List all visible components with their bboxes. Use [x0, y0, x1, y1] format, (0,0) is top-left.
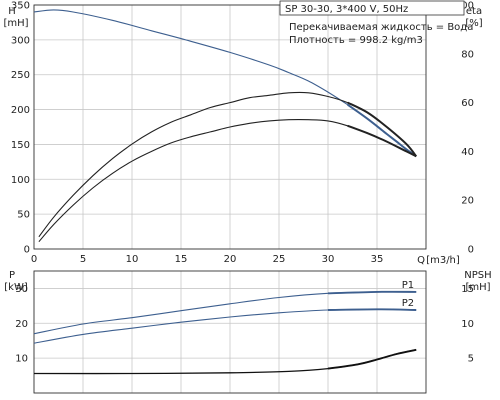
- npsh-tick-label: 15: [461, 284, 474, 295]
- npsh-axis-unit: [mH]: [465, 282, 490, 293]
- bottom-plot-frame: [33, 270, 427, 394]
- top-chart: 0 5 10 15 20 25 30 3505010015020025030035002040…: [3, 1, 482, 267]
- bottom-axis-labels: 10 20 30 5 10 15 P[kW] NPSH[mH] P1 P2: [4, 270, 491, 365]
- p-tick-label: 30: [15, 284, 28, 295]
- q-axis-unit: [m3/h]: [426, 255, 460, 266]
- bottom-series-line-2: [33, 349, 417, 375]
- density-label: Плотность = 998.2 kg/m3: [289, 35, 423, 46]
- x-tick-label: 25: [273, 254, 286, 265]
- h-axis-name: H: [8, 6, 16, 17]
- eta-tick-label: 80: [461, 49, 474, 60]
- series-label-p1: P1: [402, 280, 414, 291]
- p-axis-name: P: [9, 270, 15, 281]
- npsh-tick-label: 10: [461, 319, 474, 330]
- x-tick-label: 0: [31, 254, 37, 265]
- bottom-chart: 10 20 30 5 10 15 P[kW] NPSH[mH] P1 P2: [4, 270, 492, 394]
- top-series-duty-segment-0: [347, 103, 417, 158]
- p-tick-label: 20: [15, 319, 28, 330]
- eta-tick-label: 100: [455, 1, 474, 12]
- eta-tick-label: 0: [468, 245, 474, 256]
- h-tick-label: 50: [17, 210, 30, 221]
- bottom-series-duty-segment-2: [327, 348, 417, 370]
- h-tick-label: 0: [24, 245, 30, 256]
- h-tick-label: 200: [11, 105, 30, 116]
- eta-tick-label: 60: [461, 98, 474, 109]
- x-tick-label: 35: [371, 254, 384, 265]
- top-axis-labels: 0 5 10 15 20 25 30 3505010015020025030035002040…: [3, 1, 482, 267]
- q-axis-name: Q: [417, 255, 425, 266]
- top-series-line-2: [38, 119, 417, 243]
- h-axis-unit: [mH]: [3, 18, 28, 29]
- bottom-grid: [33, 271, 426, 394]
- pump-model-label: SP 30-30, 3*400 V, 50Hz: [285, 4, 408, 15]
- x-tick-label: 30: [322, 254, 335, 265]
- h-tick-label: 300: [11, 35, 30, 46]
- fluid-label: Перекачиваемая жидкость = Вода: [289, 22, 473, 33]
- h-tick-label: 250: [11, 70, 30, 81]
- top-series-duty-segment-1: [347, 101, 418, 157]
- eta-axis-unit: [%]: [465, 18, 482, 29]
- pump-model-box: [279, 0, 465, 16]
- eta-axis-name: eta: [466, 6, 482, 17]
- h-tick-label: 350: [11, 1, 30, 12]
- eta-tick-label: 40: [461, 147, 474, 158]
- p-tick-label: 10: [15, 354, 28, 365]
- x-tick-label: 20: [224, 254, 237, 265]
- bottom-series-duty-segment-0: [327, 290, 417, 295]
- top-series: [33, 9, 418, 243]
- x-tick-label: 10: [126, 254, 139, 265]
- h-tick-label: 150: [11, 140, 30, 151]
- eta-tick-label: 20: [461, 196, 474, 207]
- npsh-axis-name: NPSH: [464, 270, 491, 281]
- bottom-series: [33, 290, 417, 375]
- top-plot-frame: [33, 4, 427, 250]
- bottom-series-duty-segment-1: [327, 308, 417, 311]
- x-tick-label: 5: [80, 254, 86, 265]
- x-tick-label: 15: [175, 254, 188, 265]
- h-tick-label: 100: [11, 175, 30, 186]
- top-series-duty-segment-2: [347, 124, 417, 158]
- npsh-tick-label: 5: [468, 354, 474, 365]
- bottom-series-line-0: [33, 291, 417, 335]
- p-axis-unit: [kW]: [4, 282, 28, 293]
- series-label-p2: P2: [402, 298, 414, 309]
- bottom-series-line-1: [33, 308, 417, 344]
